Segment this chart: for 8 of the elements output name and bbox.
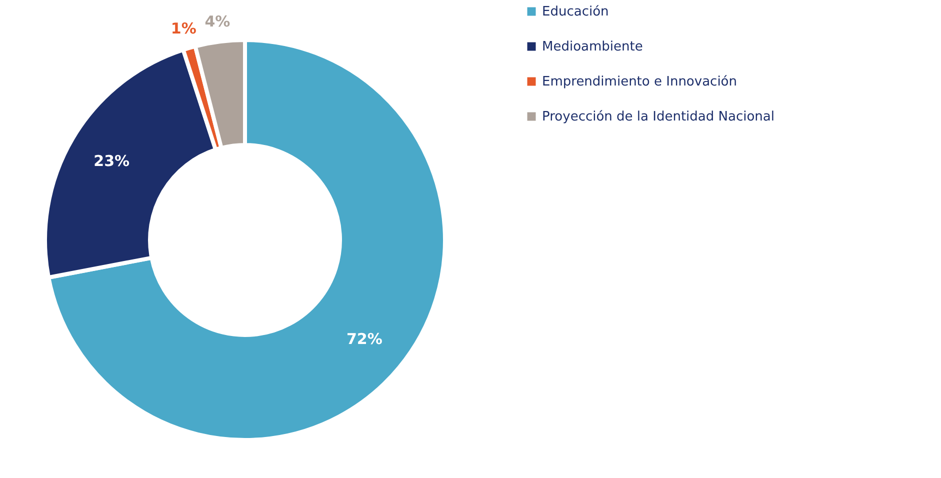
data-label: 23% [94, 152, 130, 170]
data-label: 72% [346, 330, 382, 348]
data-label: 4% [204, 12, 230, 31]
legend-label: Proyección de la Identidad Nacional [542, 110, 774, 124]
legend-label: Emprendimiento e Innovación [542, 74, 737, 90]
data-label: 1% [170, 20, 196, 38]
legend-label: Educación [542, 4, 609, 20]
legend-label: Medioambiente [542, 40, 643, 54]
